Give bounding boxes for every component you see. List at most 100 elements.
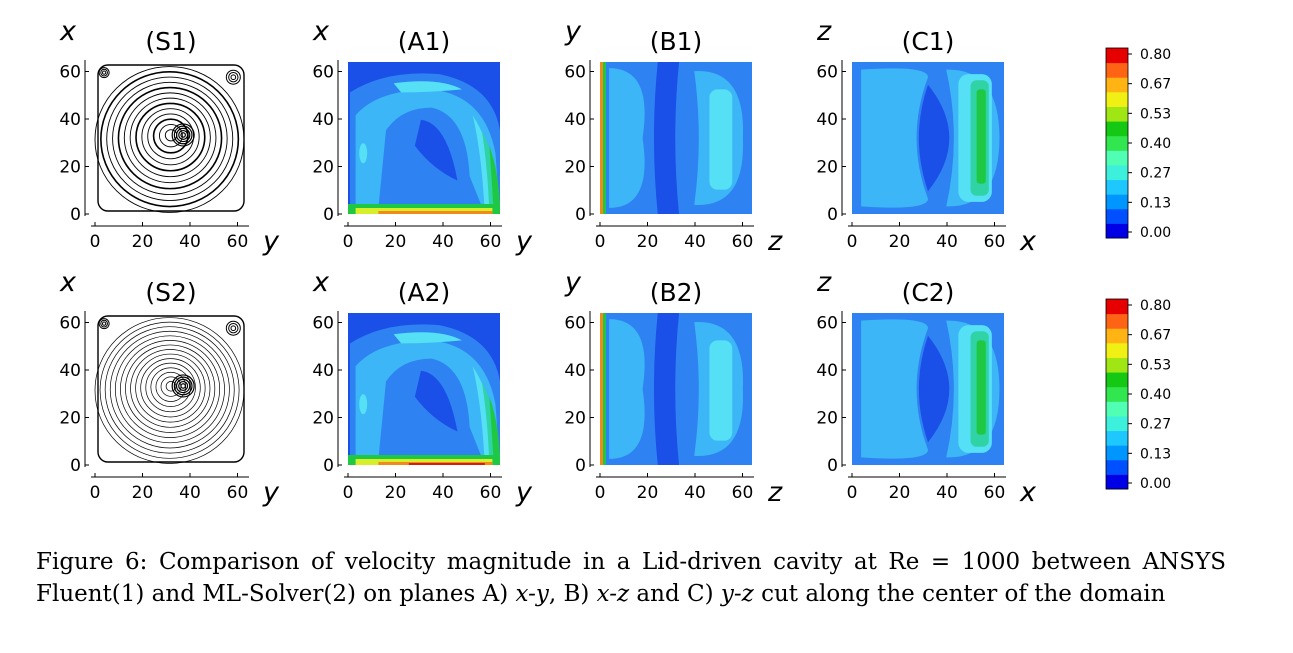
colorbar-segment [1106, 474, 1128, 490]
colorbar-label: 0.13 [1140, 195, 1171, 211]
y-tick-label: 60 [564, 63, 586, 83]
streamline [104, 326, 235, 454]
colorbar-segment [1106, 223, 1128, 239]
panel-S1: 00 20 20 40 40 60 60 x y (S1) [59, 16, 280, 257]
contour-band [918, 84, 950, 192]
streamline [135, 353, 206, 423]
panel-title: (B1) [650, 27, 703, 56]
streamline [97, 64, 245, 212]
colorbar-segment [1106, 179, 1128, 195]
vertical-axis-label: z [816, 16, 832, 47]
y-tick-label: 0 [323, 456, 334, 476]
plane-a-label: x-y [515, 581, 549, 607]
colorbar-label: 0.27 [1140, 417, 1171, 433]
contour-band [414, 370, 458, 432]
horizontal-axis-label: x [1019, 226, 1037, 257]
streamline [109, 330, 230, 449]
y-tick-label: 40 [59, 361, 81, 381]
x-tick-label: 0 [343, 483, 354, 503]
colorbar-label: 0.13 [1140, 446, 1171, 462]
contour-band [653, 62, 680, 214]
colorbar-segment [1106, 135, 1128, 151]
vertical-axis-label: x [312, 16, 330, 47]
streamline [130, 349, 211, 428]
streamline [135, 102, 206, 172]
x-tick-label: 20 [385, 232, 407, 252]
contour-band [709, 89, 733, 190]
streamline [125, 344, 216, 433]
y-tick-label: 20 [59, 409, 81, 429]
x-tick-label: 20 [132, 232, 154, 252]
x-tick-label: 0 [90, 483, 101, 503]
streamline [145, 362, 196, 413]
y-tick-label: 60 [59, 63, 81, 83]
contour-band [393, 81, 462, 93]
x-tick-label: 40 [432, 232, 454, 252]
x-tick-label: 40 [684, 483, 706, 503]
corner-eddy [100, 319, 108, 328]
y-tick-label: 20 [312, 158, 334, 178]
colorbar-segment [1106, 194, 1128, 210]
lid-band [378, 211, 493, 214]
colorbar-label: 0.27 [1140, 166, 1171, 182]
colorbar-label: 0.80 [1140, 298, 1171, 314]
plane-b-label: x-z [596, 581, 630, 607]
panel-title: (A2) [398, 278, 451, 307]
colorbar: 0.80 0.67 0.53 0.40 0.27 0.13 0.00 [1105, 47, 1171, 241]
panel-title: (A1) [398, 27, 451, 56]
y-tick-label: 40 [816, 361, 838, 381]
vertical-axis-label: y [564, 16, 582, 47]
panel-title: (C2) [902, 278, 955, 307]
panel-C2: 00 20 20 40 40 60 60 z x (C2) [816, 267, 1037, 508]
panel-B1: 00 20 20 40 40 60 60 y z (B1) [564, 16, 783, 257]
corner-eddy [101, 321, 107, 326]
streamline [123, 92, 217, 184]
corner-eddy [101, 70, 107, 75]
panel-A1: 00 20 20 40 40 60 60 x y (A1) [312, 16, 533, 257]
vertical-axis-label: x [312, 267, 330, 298]
colorbar-segment [1106, 77, 1128, 93]
contour-band [489, 396, 500, 465]
x-tick-label: 40 [684, 232, 706, 252]
colorbar-segment [1106, 48, 1128, 64]
contour-band [918, 335, 950, 443]
streamline [158, 123, 183, 148]
streamline [140, 358, 201, 418]
y-tick-label: 40 [312, 110, 334, 130]
y-tick-label: 60 [59, 314, 81, 334]
y-tick-label: 0 [70, 205, 81, 225]
vertical-axis-label: z [816, 267, 832, 298]
y-tick-label: 40 [312, 361, 334, 381]
streamline [150, 367, 191, 407]
y-tick-label: 0 [575, 205, 586, 225]
colorbar-label: 0.00 [1140, 225, 1171, 241]
streamline [141, 108, 200, 166]
x-tick-label: 20 [385, 483, 407, 503]
colorbar-label: 0.67 [1140, 77, 1171, 93]
vortex-core [173, 125, 193, 145]
colorbar-label: 0.67 [1140, 328, 1171, 344]
y-tick-label: 20 [564, 409, 586, 429]
y-tick-label: 20 [59, 158, 81, 178]
streamline [99, 321, 240, 459]
y-tick-label: 0 [827, 456, 838, 476]
panel-title: (S1) [145, 27, 196, 56]
corner-eddy [98, 318, 110, 330]
contour-band [976, 340, 986, 435]
horizontal-axis-label: z [767, 226, 783, 257]
streamline [106, 76, 234, 202]
y-tick-label: 20 [816, 409, 838, 429]
x-tick-label: 60 [732, 232, 754, 252]
x-tick-label: 60 [480, 483, 502, 503]
colorbar-segment [1106, 430, 1128, 446]
horizontal-axis-label: x [1019, 477, 1037, 508]
x-tick-label: 0 [595, 232, 606, 252]
contour-band [489, 145, 500, 214]
vortex-core [178, 380, 189, 391]
contour-band [359, 143, 368, 164]
vortex-core [175, 378, 191, 394]
x-tick-label: 0 [90, 232, 101, 252]
contour-band [609, 319, 645, 459]
streamline [97, 315, 245, 463]
x-tick-label: 20 [132, 483, 154, 503]
